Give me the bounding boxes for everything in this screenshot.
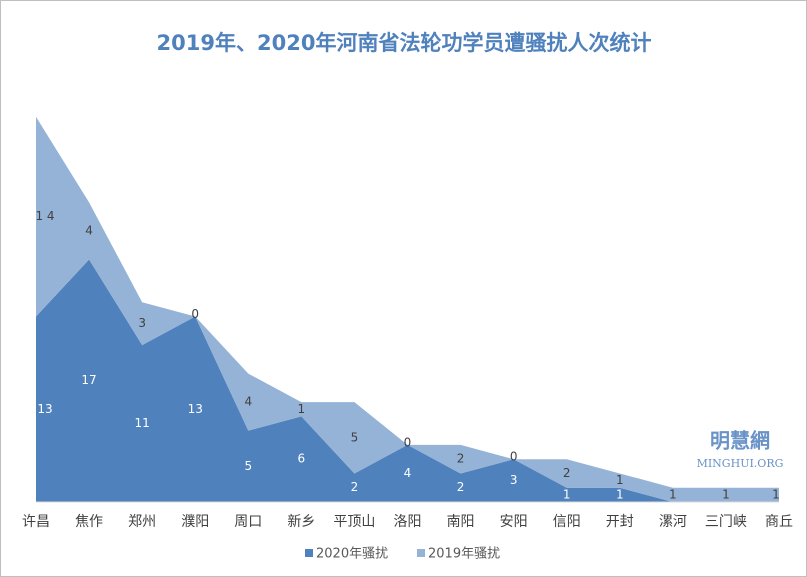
data-label: 5	[244, 459, 252, 473]
x-tick-label: 商丘	[765, 514, 793, 530]
x-tick-label: 焦作	[75, 514, 103, 530]
x-tick-label: 洛阳	[394, 514, 422, 530]
data-label: 0	[510, 450, 518, 464]
legend-label: 2020年骚扰	[316, 547, 388, 562]
data-label: 3	[510, 473, 518, 487]
data-label: 4	[244, 395, 252, 409]
legend-label: 2019年骚扰	[428, 547, 500, 562]
data-label: 1 4	[35, 209, 54, 223]
data-label: 3	[138, 316, 146, 330]
x-tick-label: 郑州	[128, 514, 156, 530]
data-label: 0	[191, 307, 199, 321]
data-label: 1	[298, 402, 306, 416]
chart-title: 2019年、2020年河南省法轮功学员遭骚扰人次统计	[157, 31, 652, 55]
data-label: 13	[37, 402, 52, 416]
x-tick-label: 三门峡	[705, 514, 747, 530]
data-label: 4	[404, 466, 412, 480]
data-label: 6	[298, 452, 306, 466]
data-label: 1	[669, 487, 677, 501]
legend-swatch	[417, 549, 425, 557]
data-label: 17	[81, 373, 96, 387]
data-label: 1	[616, 487, 624, 501]
data-label: 5	[351, 430, 359, 444]
area	[36, 259, 779, 502]
watermark-title: 明慧網	[710, 429, 770, 453]
legend-swatch	[305, 549, 313, 557]
x-tick-label: 南阳	[447, 514, 475, 530]
data-label: 2	[351, 480, 359, 494]
x-tick-label: 漯河	[659, 514, 687, 530]
x-tick-label: 平顶山	[333, 514, 375, 530]
data-label: 2	[457, 480, 465, 494]
x-tick-label: 开封	[606, 514, 634, 530]
x-tick-label: 许昌	[22, 514, 50, 530]
data-label: 1	[722, 487, 730, 501]
data-label: 1	[772, 487, 780, 501]
x-tick-label: 周口	[234, 514, 262, 530]
watermark-subtitle: MINGHUI.ORG	[697, 457, 784, 470]
x-tick-label: 安阳	[500, 514, 528, 530]
data-label: 0	[404, 435, 412, 449]
data-label: 2	[563, 466, 571, 480]
data-label: 2	[457, 452, 465, 466]
data-label: 1	[616, 473, 624, 487]
data-label: 11	[135, 416, 150, 430]
x-tick-label: 新乡	[287, 514, 315, 530]
x-tick-label: 濮阳	[181, 514, 209, 530]
data-label: 1	[563, 487, 571, 501]
data-label: 13	[188, 402, 203, 416]
data-label: 4	[85, 223, 93, 237]
x-tick-label: 信阳	[553, 514, 581, 530]
